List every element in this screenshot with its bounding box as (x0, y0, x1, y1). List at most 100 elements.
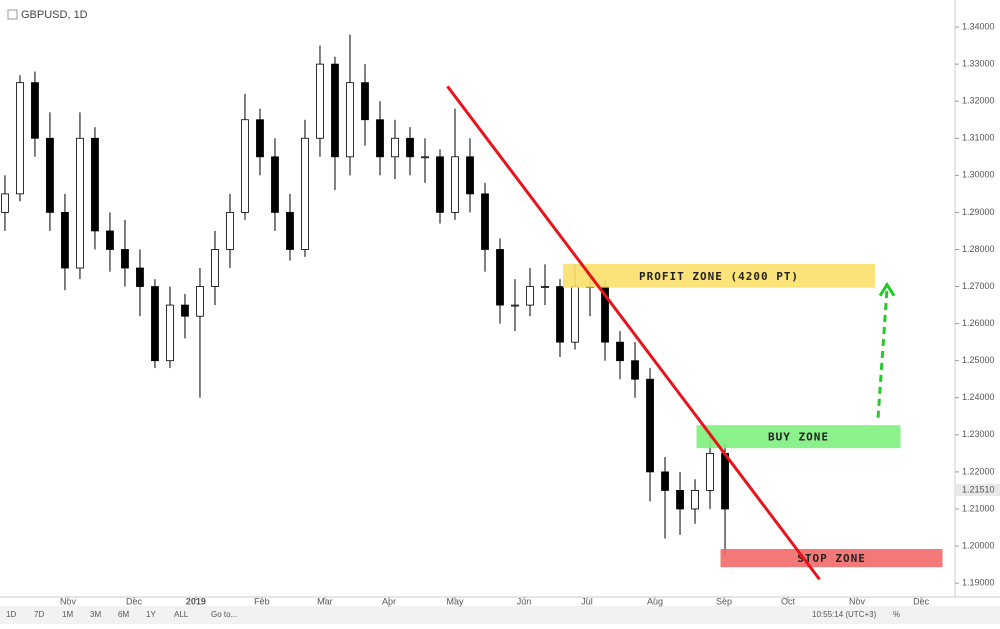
x-tick-label: Apr (382, 596, 396, 606)
range-button[interactable]: ALL (174, 610, 189, 619)
x-tick-label: Feb (254, 596, 270, 606)
candle-body (391, 137, 399, 158)
x-tick-label: Jul (581, 596, 593, 606)
zone (720, 548, 943, 568)
candle-body (76, 137, 84, 269)
x-tick-label: Sep (716, 596, 732, 606)
candle-body (121, 249, 129, 269)
candle-body (661, 471, 669, 491)
candle-body (631, 360, 639, 380)
y-tick-label: 1.25000 (962, 355, 995, 365)
candle-body (496, 249, 504, 306)
percent-button[interactable]: % (893, 610, 900, 619)
candle-body (106, 230, 114, 250)
candle-body (481, 193, 489, 250)
candle-body (376, 119, 384, 158)
candle-body (271, 156, 279, 213)
candle-body (466, 156, 474, 195)
x-tick-label: Jun (517, 596, 532, 606)
y-tick-label: 1.27000 (962, 281, 995, 291)
y-tick-label: 1.24000 (962, 392, 995, 402)
candle-body (541, 286, 549, 288)
zone (696, 425, 901, 449)
candle-body (196, 286, 204, 317)
candle-body (721, 452, 729, 510)
x-tick-label: 2019 (186, 596, 206, 606)
range-button[interactable]: 6M (118, 610, 129, 619)
candle-body (691, 490, 699, 510)
candle-body (676, 490, 684, 510)
candle-body (436, 156, 444, 213)
candle-body (346, 82, 354, 158)
y-tick-label: 1.28000 (962, 244, 995, 254)
range-button[interactable]: 1M (62, 610, 73, 619)
candle-body (91, 137, 99, 232)
goto-button[interactable]: Go to... (211, 610, 237, 619)
range-button[interactable]: 3M (90, 610, 101, 619)
toolbar (0, 606, 1000, 624)
candle-body (211, 249, 219, 287)
x-tick-label: Aug (647, 596, 663, 606)
range-button[interactable]: 1D (6, 610, 16, 619)
y-tick-label: 1.20000 (962, 540, 995, 550)
candle-body (706, 452, 714, 491)
y-tick-label: 1.32000 (962, 96, 995, 106)
x-tick-label: Dec (126, 596, 143, 606)
clock: 10:55:14 (UTC+3) (812, 610, 877, 619)
candle-body (511, 304, 519, 307)
candle-body (16, 82, 24, 195)
x-tick-label: Mar (317, 596, 333, 606)
candle-body (256, 119, 264, 158)
x-tick-label: Oct (781, 596, 796, 606)
y-tick-label: 1.29000 (962, 207, 995, 217)
candle-body (316, 63, 324, 139)
candle-body (451, 156, 459, 213)
zone-label: PROFIT ZONE (4200 PT) (639, 270, 799, 283)
x-tick-label: Nov (60, 596, 77, 606)
collapse-icon[interactable] (7, 9, 18, 20)
y-tick-label: 1.22000 (962, 466, 995, 476)
candle-body (31, 82, 39, 139)
zone-label: BUY ZONE (768, 431, 829, 444)
current-price-label: 1.21510 (962, 484, 995, 494)
candle-body (616, 341, 624, 362)
candle-body (556, 286, 564, 343)
candle-body (151, 286, 159, 362)
arrow-shaft (876, 288, 889, 418)
y-tick-label: 1.21000 (962, 503, 995, 513)
x-tick-label: Dec (913, 596, 930, 606)
symbol-title: GBPUSD, 1D (21, 9, 88, 21)
candle-body (406, 137, 414, 158)
y-tick-label: 1.31000 (962, 133, 995, 143)
zone-label: STOP ZONE (797, 552, 866, 565)
current-price-box (956, 484, 1000, 497)
y-tick-label: 1.34000 (962, 21, 995, 31)
candle-body (1, 193, 9, 213)
candle-body (241, 119, 249, 213)
candle-body (46, 137, 54, 213)
y-tick-label: 1.23000 (962, 429, 995, 439)
x-tick-label: Nov (849, 596, 866, 606)
x-tick-label: May (446, 596, 464, 606)
trendline (446, 85, 821, 581)
y-tick-label: 1.33000 (962, 59, 995, 69)
candle-body (571, 286, 579, 343)
candle-body (331, 63, 339, 158)
candle-body (646, 378, 654, 473)
zone (563, 263, 876, 288)
candle-body (526, 286, 534, 306)
y-tick-label: 1.19000 (962, 577, 995, 587)
y-tick-label: 1.30000 (962, 170, 995, 180)
candle-body (286, 212, 294, 250)
y-tick-label: 1.26000 (962, 318, 995, 328)
candle-body (361, 82, 369, 121)
range-button[interactable]: 1Y (146, 610, 156, 619)
candle-body (166, 304, 174, 362)
candle-body (61, 212, 69, 269)
arrow-head (878, 281, 896, 297)
range-button[interactable]: 7D (34, 610, 44, 619)
candle-body (301, 137, 309, 250)
candle-body (136, 267, 144, 287)
candle-body (421, 156, 429, 159)
